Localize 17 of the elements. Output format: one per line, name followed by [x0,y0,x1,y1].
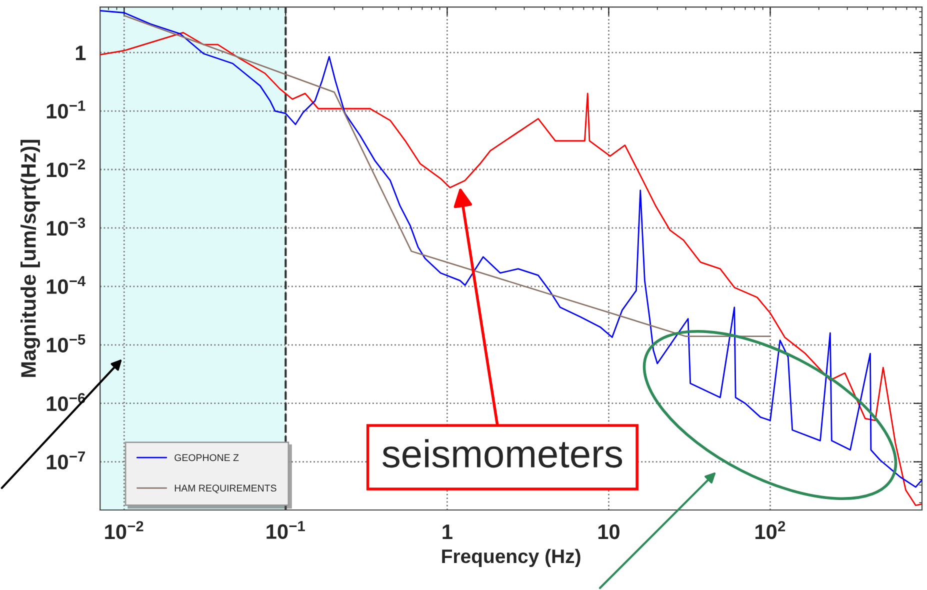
x-tick-label: 10$^{−1}$ [266,521,305,540]
legend-label: HAM REQUIREMENTS [174,484,276,494]
y-tick-label: 10$^{−5}$ [46,334,86,352]
annotation: seismometers [382,439,622,468]
y-tick-label: 10$^{−2}$ [46,159,86,178]
x-axis-title: Frequency (Hz) [442,548,580,567]
legend-label: GEOPHONE Z [174,454,239,462]
y-tick-label: 10$^{−1}$ [46,100,86,119]
y-tick-label: 10$^{−3}$ [46,218,86,236]
y-tick-label: 10$^{−4}$ [46,276,86,294]
y-tick-label: 10$^{−7}$ [46,451,85,470]
y-tick-label: 1 [76,46,86,60]
x-tick-label: 10$^{−2}$ [105,521,144,540]
x-tick-label: 10 [598,524,620,540]
x-tick-label: 10$^{2}$ [756,521,786,540]
x-tick-label: 1 [442,524,452,539]
y-axis-title: Magnitude [um/sqrt(Hz)] [20,140,40,377]
